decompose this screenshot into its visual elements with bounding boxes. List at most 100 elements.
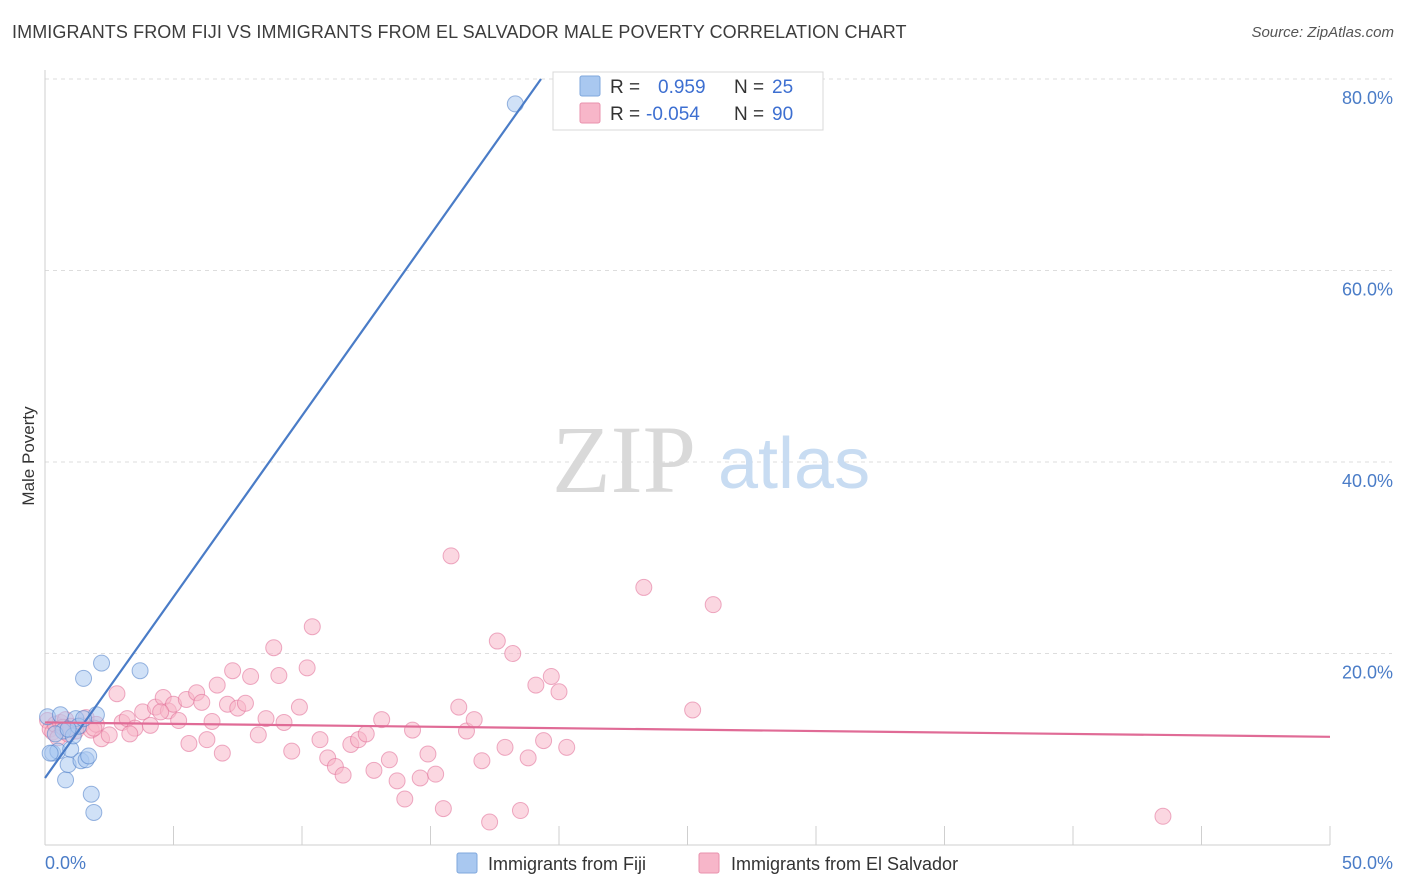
legend-r-value-fiji: 0.959 [658, 77, 706, 98]
axes [44, 70, 1331, 846]
data-point [635, 578, 653, 596]
data-point [404, 721, 422, 739]
data-point [193, 693, 211, 711]
source-credit: Source: ZipAtlas.com [1251, 24, 1394, 41]
series-legend: Immigrants from Fiji Immigrants from El … [456, 852, 958, 874]
data-point [208, 676, 226, 694]
watermark: ZIP atlas [552, 406, 870, 513]
data-point [121, 725, 139, 743]
legend-r-label-el-salvador: R = [610, 104, 640, 125]
trend-line [44, 78, 542, 779]
data-point [242, 667, 260, 685]
watermark-atlas: atlas [718, 424, 870, 504]
data-point [75, 669, 93, 687]
data-point [504, 645, 522, 662]
chart-title: IMMIGRANTS FROM FIJI VS IMMIGRANTS FROM … [12, 22, 907, 42]
y-tick-label: 60.0% [1342, 280, 1393, 300]
data-point [473, 752, 491, 770]
data-point [527, 676, 545, 694]
data-point [270, 667, 288, 685]
bottom-legend-label-el-salvador: Immigrants from El Salvador [731, 854, 958, 874]
data-point [542, 667, 560, 685]
data-point [558, 738, 576, 756]
bottom-legend-swatch-el-salvador [698, 852, 720, 874]
data-point [249, 726, 267, 744]
legend-n-value-el-salvador: 90 [772, 104, 793, 125]
data-point [450, 698, 468, 716]
x-tick-label: 0.0% [45, 853, 86, 873]
legend-n-label-el-salvador: N = [734, 104, 764, 125]
legend-n-label-fiji: N = [734, 77, 764, 98]
bottom-legend-label-fiji: Immigrants from Fiji [488, 854, 646, 874]
y-tick-label: 80.0% [1342, 88, 1393, 108]
data-point [198, 731, 216, 749]
grid-lines [45, 78, 1392, 654]
data-point [57, 771, 75, 789]
data-point [82, 785, 100, 803]
data-point [704, 596, 722, 614]
data-point [100, 726, 118, 744]
data-point [411, 769, 429, 787]
data-point [334, 766, 352, 784]
y-axis-label: Male Poverty [19, 406, 38, 506]
data-point [93, 654, 111, 672]
data-point [427, 765, 445, 783]
data-point [203, 712, 221, 730]
bottom-legend-swatch-fiji [456, 852, 478, 874]
data-point [141, 716, 159, 734]
data-point [481, 813, 499, 831]
y-tick-labels: 20.0% 40.0% 60.0% 80.0% [1342, 88, 1393, 683]
data-point [170, 712, 188, 730]
data-point [257, 710, 275, 728]
trend-line [44, 721, 1331, 738]
data-point [298, 659, 316, 677]
data-point [311, 731, 329, 749]
data-point [550, 683, 568, 701]
data-point [511, 802, 529, 820]
data-point [213, 744, 231, 762]
y-tick-label: 20.0% [1342, 663, 1393, 683]
watermark-zip: ZIP [552, 406, 696, 513]
data-point [684, 701, 702, 719]
legend-swatch-fiji [579, 75, 601, 97]
data-point [465, 711, 483, 729]
data-point [506, 95, 524, 113]
data-point [496, 738, 514, 756]
data-point [373, 711, 391, 729]
legend-n-value-fiji: 25 [772, 77, 793, 98]
legend-r-label-fiji: R = [610, 77, 640, 98]
data-point [224, 662, 242, 680]
data-point [442, 547, 460, 565]
legend-r-value-el-salvador: -0.054 [646, 104, 700, 125]
data-point [80, 747, 98, 765]
data-point [290, 698, 308, 716]
data-point [41, 744, 59, 762]
data-point [131, 662, 149, 680]
data-point [303, 618, 321, 636]
correlation-legend: R = 0.959 N = 25 R = -0.054 N = 90 [552, 71, 824, 131]
data-point [59, 720, 77, 738]
data-point [51, 706, 69, 724]
data-point [396, 790, 414, 808]
data-point [180, 735, 198, 753]
trend-lines [44, 78, 1331, 779]
data-point [388, 772, 406, 790]
data-point [85, 803, 103, 821]
data-point [1154, 807, 1172, 825]
data-point [488, 632, 506, 650]
data-point [283, 742, 301, 760]
data-point [380, 751, 398, 769]
x-tick-labels: 0.0% 50.0% [45, 853, 1393, 873]
data-point [357, 725, 375, 743]
data-point [152, 703, 170, 721]
data-point [275, 713, 293, 731]
y-tick-label: 40.0% [1342, 471, 1393, 491]
data-point [265, 639, 283, 657]
data-point [365, 761, 383, 779]
data-point [108, 685, 126, 703]
data-point [519, 749, 537, 767]
legend-swatch-el-salvador [579, 102, 601, 124]
data-point [419, 745, 437, 763]
data-point [236, 694, 254, 712]
